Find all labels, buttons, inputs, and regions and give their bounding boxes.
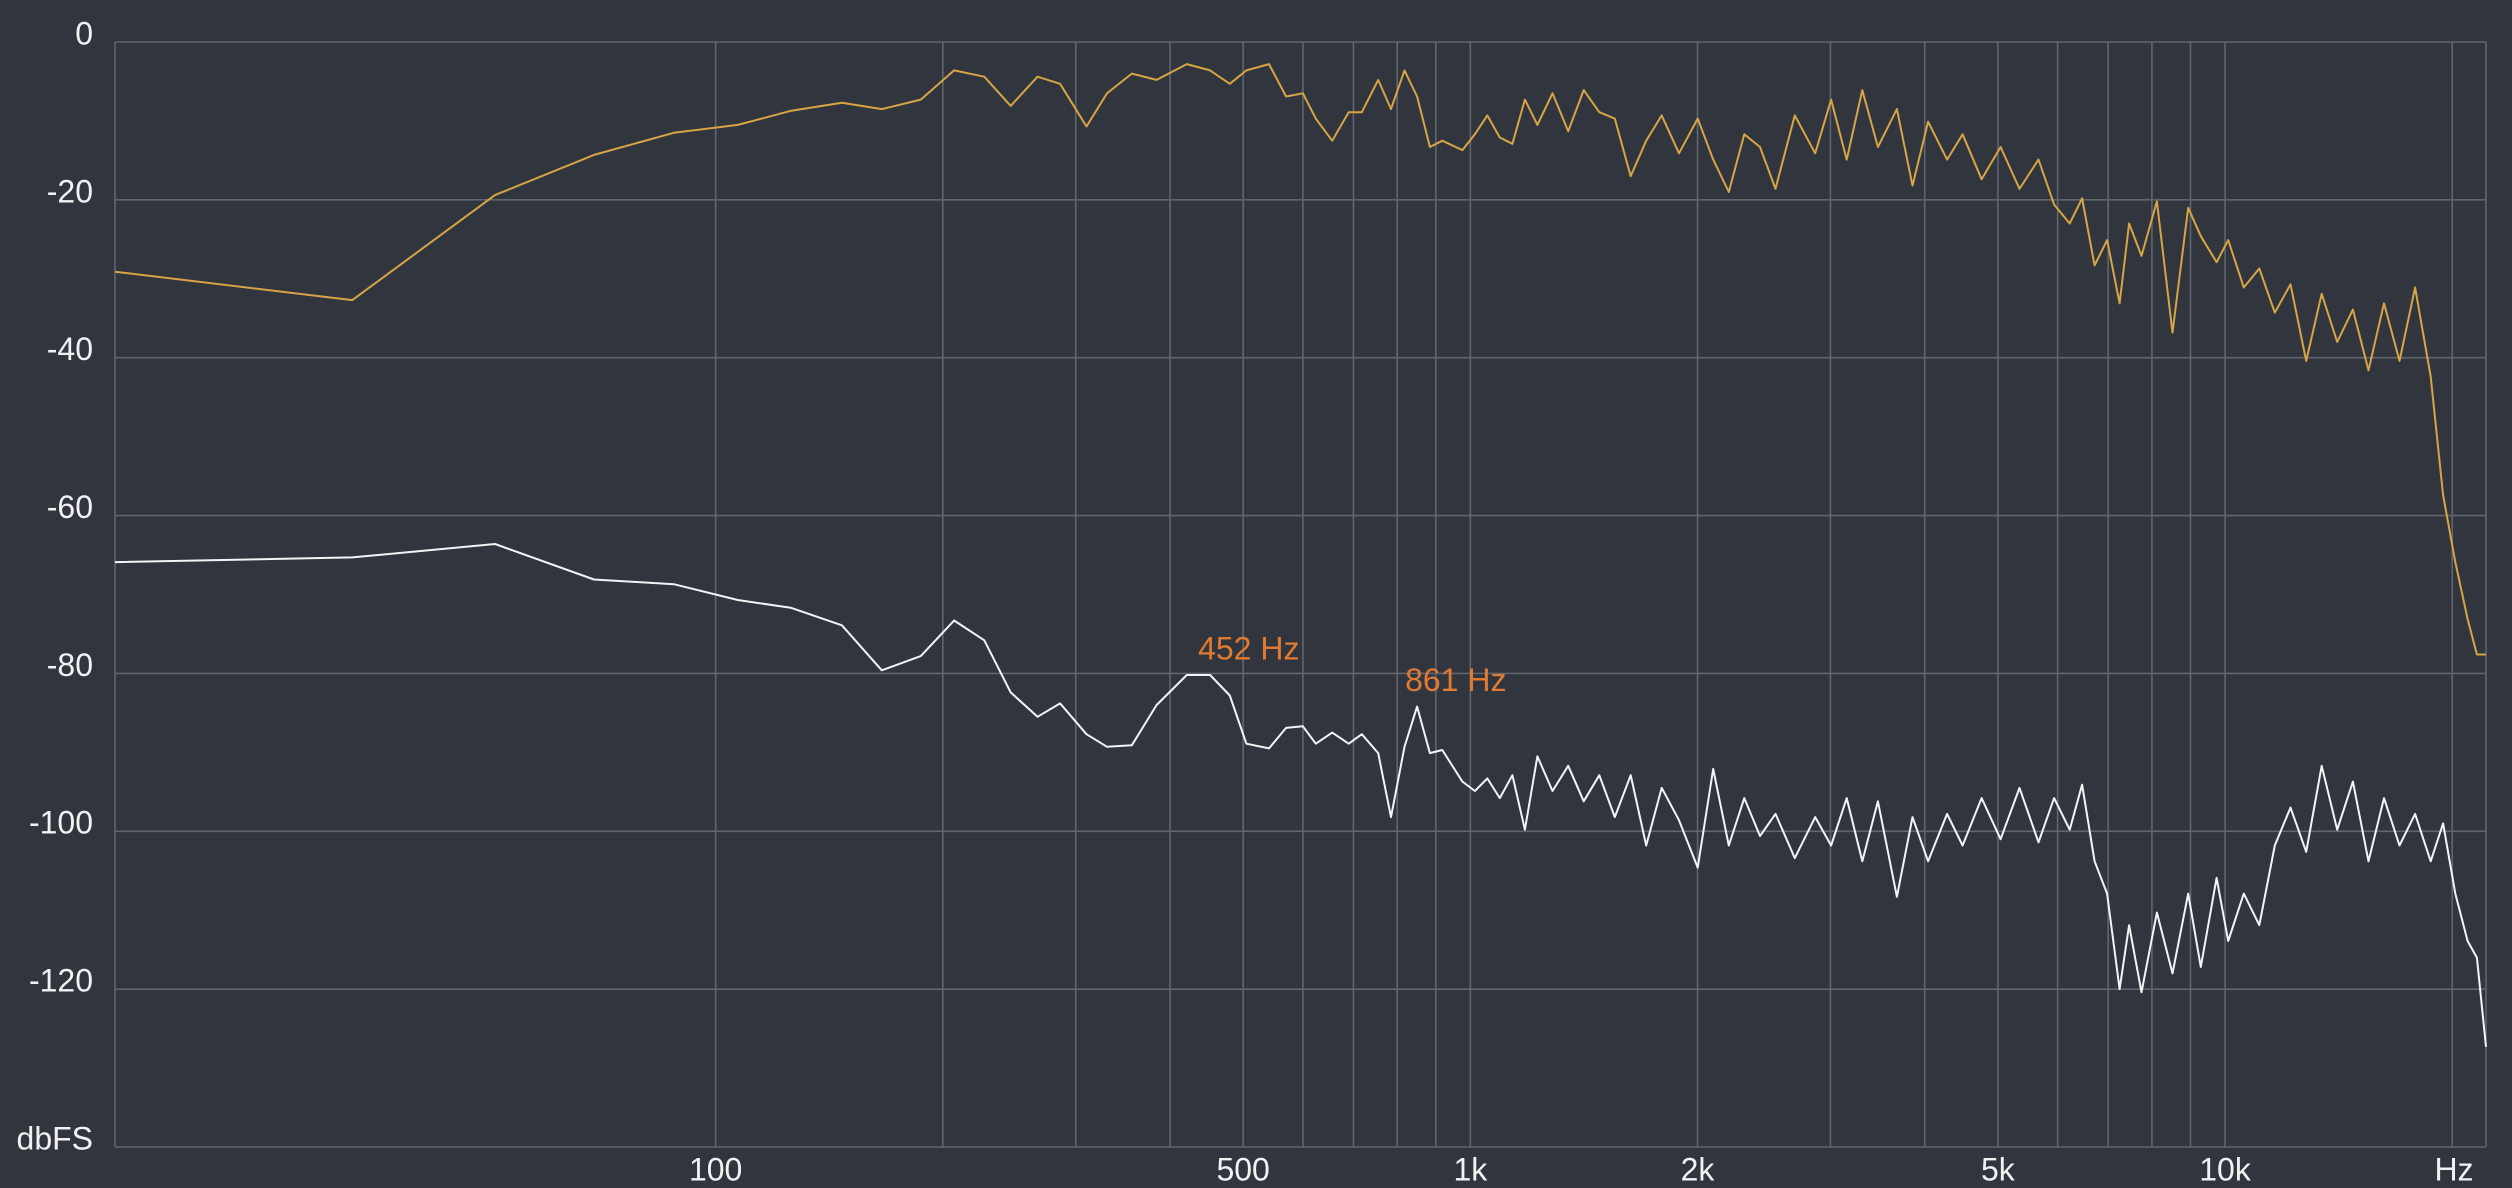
x-tick-label: 1k [1453, 1151, 1488, 1187]
x-tick-label: 100 [689, 1151, 742, 1187]
x-axis-label: Hz [2434, 1151, 2473, 1187]
y-tick-label: -80 [47, 647, 93, 683]
x-tick-label: 10k [2199, 1151, 2252, 1187]
y-axis-label: dbFS [17, 1120, 93, 1156]
series-line [114, 63, 2486, 656]
y-tick-label: -100 [29, 805, 93, 841]
y-tick-label: -20 [47, 173, 93, 209]
y-tick-label: -120 [29, 963, 93, 999]
peak-label: 861 Hz [1405, 662, 1506, 698]
series-line [114, 543, 2487, 1047]
x-tick-label: 500 [1216, 1151, 1269, 1187]
peak-label: 452 Hz [1198, 630, 1299, 666]
x-tick-label: 5k [1981, 1151, 2016, 1187]
y-tick-label: 0 [75, 15, 93, 51]
y-tick-label: -60 [47, 489, 93, 525]
y-tick-label: -40 [47, 331, 93, 367]
x-tick-label: 2k [1681, 1151, 1716, 1187]
